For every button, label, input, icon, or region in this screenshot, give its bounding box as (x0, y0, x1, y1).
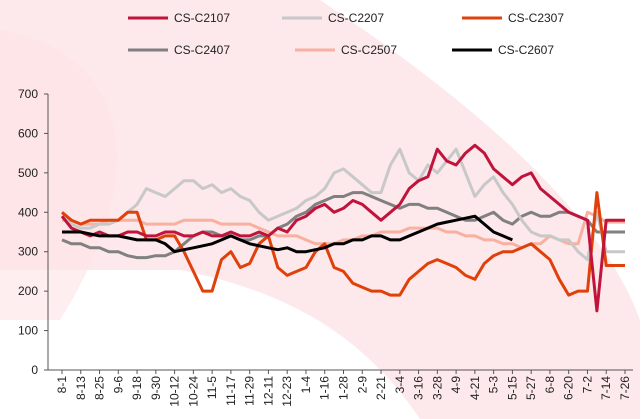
x-tick-label: 9-6 (111, 376, 125, 394)
y-tick-label: 600 (18, 126, 38, 140)
x-tick-label: 11-17 (224, 376, 238, 406)
legend-label: CS-C2107 (174, 11, 230, 25)
x-tick-label: 9-30 (149, 376, 163, 400)
x-tick-label: 2-21 (374, 376, 388, 400)
x-tick-label: 4-9 (449, 376, 463, 394)
x-tick-label: 1-4 (299, 376, 313, 394)
legend-label: CS-C2407 (174, 43, 230, 57)
x-tick-label: 11-29 (243, 376, 257, 406)
x-tick-label: 2-9 (355, 376, 369, 394)
x-tick-label: 11-5 (205, 376, 219, 399)
x-tick-label: 1-28 (337, 376, 351, 400)
x-tick-label: 6-8 (543, 376, 557, 394)
x-tick-label: 7-26 (618, 376, 632, 400)
x-tick-label: 7-2 (580, 376, 594, 394)
x-tick-label: 8-1 (55, 376, 69, 394)
x-tick-label: 3-28 (430, 376, 444, 400)
legend-label: CS-C2307 (508, 11, 564, 25)
y-tick-label: 0 (31, 363, 38, 377)
x-tick-label: 8-13 (74, 376, 88, 400)
x-tick-label: 12-11 (261, 376, 275, 406)
y-tick-label: 400 (18, 205, 38, 219)
x-tick-label: 12-23 (280, 376, 294, 407)
y-tick-label: 200 (18, 284, 38, 298)
x-tick-label: 3-16 (412, 376, 426, 400)
x-tick-label: 8-25 (93, 376, 107, 400)
y-tick-label: 100 (18, 324, 38, 338)
x-tick-label: 10-12 (168, 376, 182, 407)
legend-label: CS-C2207 (328, 11, 384, 25)
x-tick-label: 5-15 (505, 376, 519, 400)
legend-label: CS-C2507 (341, 43, 397, 57)
x-tick-label: 7-14 (599, 376, 613, 400)
x-tick-label: 9-18 (130, 376, 144, 400)
y-tick-label: 500 (18, 166, 38, 180)
x-tick-label: 10-24 (186, 376, 200, 407)
chart: 0 100 200 300 400 500 600 700 8-1 8-13 8-25 9-6 9-18… (0, 0, 642, 419)
x-tick-label: 1-16 (318, 376, 332, 400)
x-tick-label: 5-3 (487, 376, 501, 394)
x-tick-label: 4-21 (468, 376, 482, 400)
x-tick-label: 5-27 (524, 376, 538, 400)
y-tick-label: 700 (18, 87, 38, 101)
legend-label: CS-C2607 (498, 43, 554, 57)
x-tick-label: 3-4 (393, 376, 407, 394)
x-tick-label: 6-20 (562, 376, 576, 400)
y-tick-label: 300 (18, 245, 38, 259)
